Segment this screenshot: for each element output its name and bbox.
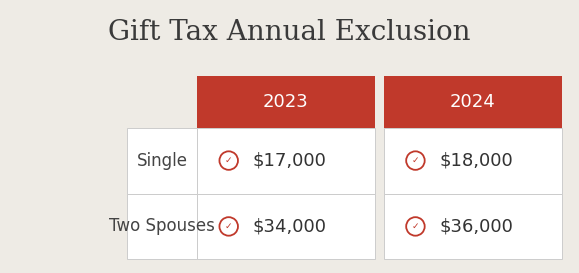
Text: $18,000: $18,000 bbox=[439, 152, 513, 170]
Text: Two Spouses: Two Spouses bbox=[109, 217, 215, 235]
FancyBboxPatch shape bbox=[197, 128, 375, 194]
Text: 2023: 2023 bbox=[263, 93, 309, 111]
Text: ✓: ✓ bbox=[225, 156, 232, 165]
Text: ✓: ✓ bbox=[412, 156, 419, 165]
FancyBboxPatch shape bbox=[127, 128, 197, 194]
Text: 2024: 2024 bbox=[450, 93, 496, 111]
FancyBboxPatch shape bbox=[383, 194, 562, 259]
Text: Gift Tax Annual Exclusion: Gift Tax Annual Exclusion bbox=[108, 19, 471, 46]
FancyBboxPatch shape bbox=[383, 76, 562, 128]
FancyBboxPatch shape bbox=[127, 194, 197, 259]
Text: ✓: ✓ bbox=[412, 222, 419, 231]
FancyBboxPatch shape bbox=[383, 128, 562, 194]
Text: $34,000: $34,000 bbox=[252, 217, 327, 235]
FancyBboxPatch shape bbox=[197, 194, 375, 259]
Text: Single: Single bbox=[137, 152, 188, 170]
FancyBboxPatch shape bbox=[197, 76, 375, 128]
Text: ✓: ✓ bbox=[225, 222, 232, 231]
Text: $36,000: $36,000 bbox=[439, 217, 513, 235]
Text: $17,000: $17,000 bbox=[252, 152, 327, 170]
